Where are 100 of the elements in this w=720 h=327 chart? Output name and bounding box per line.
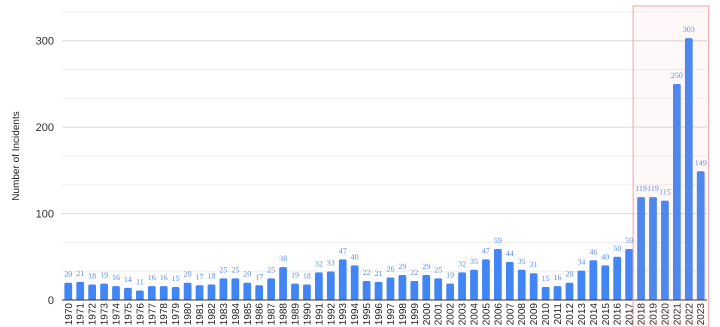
data-label: 32 — [314, 259, 323, 268]
data-label: 18 — [207, 271, 216, 280]
data-label: 46 — [589, 247, 598, 256]
bar — [696, 171, 705, 300]
x-tick-label: 1986 — [254, 302, 266, 326]
bar — [231, 278, 240, 300]
x-tick-label: 2019 — [648, 302, 660, 326]
y-tick-label: 0 — [48, 294, 54, 307]
data-label: 115 — [659, 188, 671, 197]
bar — [434, 278, 442, 300]
bar — [422, 274, 430, 300]
bar — [64, 282, 72, 300]
x-tick-label: 2010 — [541, 302, 552, 326]
data-label: 31 — [530, 260, 538, 270]
data-label: 25 — [231, 265, 240, 274]
bar — [136, 290, 144, 300]
data-label: 21 — [76, 268, 84, 278]
x-tick-label: 2003 — [458, 302, 469, 326]
x-tick-label: 2005 — [481, 302, 492, 326]
bar — [482, 259, 490, 300]
y-axis-title: Number of Incidents — [11, 111, 22, 201]
bar — [374, 282, 382, 300]
x-tick-label: 1978 — [159, 302, 170, 326]
bar — [220, 278, 228, 300]
bar — [267, 278, 276, 300]
data-label: 11 — [136, 277, 144, 286]
data-label: 26 — [386, 264, 394, 274]
data-label: 119 — [635, 184, 647, 194]
x-tick-label: 2018 — [636, 302, 648, 326]
x-tick-label: 1979 — [171, 302, 182, 326]
x-tick-label: 1988 — [278, 302, 290, 326]
data-label: 40 — [350, 252, 359, 262]
x-tick-label: 2011 — [553, 302, 564, 325]
data-label: 47 — [338, 246, 347, 256]
x-tick-label: 2002 — [446, 302, 457, 326]
x-tick-label: 1991 — [314, 302, 326, 326]
y-tick-label: 200 — [36, 122, 54, 134]
data-label: 25 — [434, 265, 442, 274]
x-tick-label: 1973 — [100, 302, 111, 326]
bar — [88, 284, 96, 300]
x-tick-label: 2004 — [470, 302, 480, 326]
bar — [303, 284, 311, 300]
bar — [589, 260, 598, 300]
x-tick-label: 2022 — [684, 302, 696, 326]
x-tick-label: 1972 — [88, 302, 99, 326]
data-label: 59 — [494, 236, 502, 246]
x-tick-label: 1975 — [123, 302, 134, 326]
bar — [184, 282, 192, 300]
bar — [255, 285, 264, 300]
data-label: 22 — [410, 268, 418, 277]
x-tick-label: 1980 — [183, 302, 194, 326]
data-label: 19 — [291, 270, 299, 280]
data-label: 47 — [482, 246, 490, 256]
data-label: 19 — [446, 270, 454, 280]
x-tick-label: 2006 — [493, 302, 504, 326]
data-label: 59 — [625, 236, 634, 246]
data-label: 25 — [267, 265, 276, 274]
bar — [494, 249, 502, 300]
x-tick-label: 1982 — [206, 302, 218, 326]
data-label: 17 — [255, 272, 264, 282]
x-tick-label: 2021 — [672, 302, 684, 326]
x-tick-label: 1996 — [374, 302, 386, 326]
bar — [625, 249, 634, 300]
bar — [208, 284, 216, 300]
x-tick-label: 1970 — [64, 302, 75, 326]
bar — [554, 286, 562, 300]
bar — [172, 287, 180, 300]
bar — [350, 265, 359, 300]
x-tick-label: 1987 — [266, 302, 278, 326]
bar — [506, 262, 514, 300]
data-label: 35 — [470, 256, 478, 266]
bar — [291, 284, 299, 300]
x-tick-label: 1981 — [195, 302, 206, 326]
x-tick-label: 2000 — [422, 302, 433, 326]
x-tick-label: 2007 — [505, 302, 516, 326]
data-label: 303 — [682, 25, 695, 34]
bar — [386, 278, 394, 300]
data-label: 25 — [219, 265, 228, 274]
data-label: 15 — [542, 274, 550, 284]
x-tick-label: 1994 — [350, 302, 362, 326]
bar — [279, 267, 287, 300]
data-label: 20 — [243, 270, 252, 279]
data-label: 50 — [613, 244, 622, 253]
x-tick-label: 1989 — [290, 302, 302, 326]
bar — [124, 288, 132, 300]
x-tick-label: 2016 — [612, 302, 624, 326]
bar — [530, 273, 538, 300]
bar — [100, 284, 108, 300]
data-label: 33 — [326, 258, 335, 268]
bar — [314, 272, 323, 300]
data-label: 34 — [577, 258, 586, 267]
x-tick-label: 1992 — [326, 302, 338, 326]
data-label: 16 — [148, 273, 156, 282]
x-tick-label: 1999 — [410, 302, 421, 326]
x-tick-label: 2014 — [588, 302, 600, 326]
x-tick-label: 1985 — [242, 302, 254, 326]
bar — [542, 287, 550, 300]
data-label: 29 — [398, 262, 406, 271]
bar — [518, 270, 526, 300]
bar — [601, 265, 610, 300]
